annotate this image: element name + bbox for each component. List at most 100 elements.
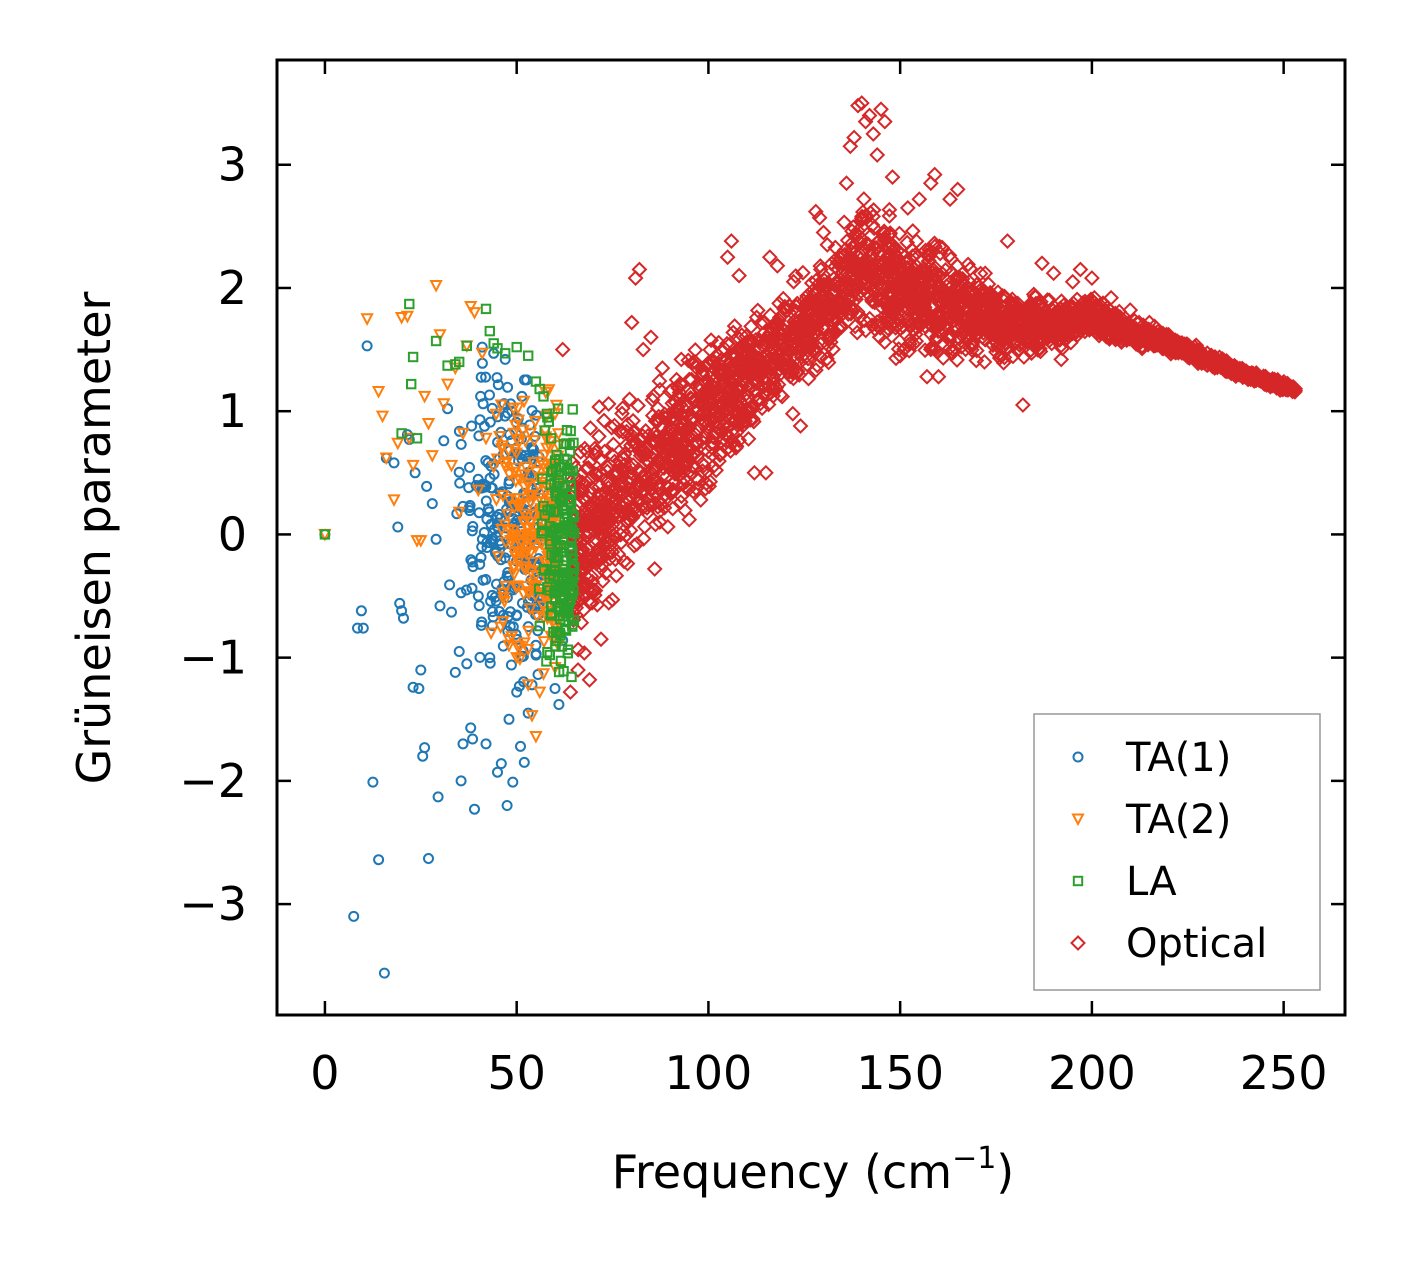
data-point	[1064, 273, 1081, 290]
data-point	[467, 307, 482, 320]
data-point	[425, 450, 439, 463]
data-point	[484, 652, 496, 664]
data-point	[757, 464, 774, 481]
data-point	[849, 303, 866, 320]
data-point	[899, 199, 916, 216]
data-point	[981, 286, 998, 303]
data-point	[1144, 331, 1161, 348]
data-point	[518, 435, 533, 449]
data-point	[357, 622, 369, 634]
data-point	[506, 402, 521, 416]
data-point	[453, 466, 465, 478]
data-point	[542, 647, 553, 658]
data-point	[565, 471, 576, 483]
data-point	[606, 417, 623, 434]
data-point	[444, 459, 459, 473]
data-point	[569, 528, 580, 539]
data-point	[647, 516, 664, 533]
data-point	[928, 317, 945, 334]
data-point	[517, 588, 531, 601]
data-point	[522, 707, 534, 719]
data-point	[1034, 255, 1050, 272]
data-point	[467, 561, 479, 573]
legend-label: TA(2)	[1125, 797, 1231, 843]
data-point	[523, 350, 534, 361]
data-point	[839, 290, 856, 307]
data-point	[983, 291, 999, 308]
data-point	[564, 494, 575, 505]
data-point	[1132, 330, 1149, 346]
data-point	[1053, 351, 1070, 368]
data-point	[550, 561, 561, 572]
data-point	[829, 275, 846, 292]
data-point	[740, 430, 757, 447]
data-point	[527, 435, 541, 448]
data-point	[492, 379, 504, 391]
data-point	[697, 373, 714, 390]
series-layer	[318, 95, 1304, 979]
data-point	[559, 453, 570, 464]
data-point	[692, 491, 709, 508]
data-point	[604, 466, 621, 483]
data-point	[748, 309, 765, 326]
data-point	[707, 348, 724, 365]
y-axis: −3 −2 −1 0 1 2 3	[179, 138, 1345, 931]
data-point	[660, 431, 677, 448]
legend-item: TA(2)	[1071, 797, 1231, 843]
data-point	[730, 370, 747, 386]
data-point	[568, 615, 580, 626]
data-point	[429, 280, 443, 293]
data-point	[904, 299, 921, 316]
data-point	[552, 403, 564, 414]
data-point	[551, 440, 565, 453]
data-point	[851, 246, 868, 263]
data-point	[775, 306, 791, 323]
data-point	[576, 554, 592, 571]
data-point	[647, 459, 664, 475]
data-point	[825, 341, 841, 358]
data-point	[540, 515, 554, 528]
data-point	[633, 484, 650, 501]
data-point	[646, 560, 663, 577]
data-point	[481, 542, 493, 553]
data-point	[474, 558, 486, 570]
y-tick-label: 0	[218, 507, 247, 561]
data-point	[417, 390, 432, 404]
data-point	[781, 298, 798, 315]
data-point	[319, 529, 331, 540]
data-point	[546, 433, 557, 444]
x-axis-label-close: )	[996, 1145, 1014, 1199]
data-point	[644, 488, 661, 504]
data-point	[491, 520, 503, 532]
data-point	[904, 270, 921, 287]
data-point	[667, 404, 684, 421]
data-point	[653, 496, 669, 513]
data-point	[801, 340, 818, 356]
data-point	[552, 541, 563, 552]
data-point	[621, 391, 638, 408]
data-point	[616, 446, 633, 463]
legend-label: LA	[1126, 859, 1177, 905]
data-point	[437, 398, 451, 411]
data-point	[722, 443, 739, 459]
data-point	[453, 646, 465, 657]
data-point	[511, 610, 522, 622]
data-point	[623, 314, 640, 331]
data-point	[394, 312, 409, 325]
data-point	[559, 481, 571, 493]
data-point	[528, 415, 542, 429]
data-point	[1127, 331, 1144, 348]
data-point	[983, 327, 1000, 344]
data-point	[1131, 314, 1148, 331]
legend-item: TA(1)	[1072, 735, 1231, 781]
data-point	[723, 233, 740, 250]
data-point	[493, 606, 505, 617]
data-point	[517, 637, 531, 651]
data-point	[576, 645, 593, 661]
data-point	[931, 314, 948, 331]
data-point	[519, 542, 533, 556]
data-point	[599, 535, 616, 552]
data-point	[623, 427, 640, 444]
data-point	[558, 606, 569, 617]
